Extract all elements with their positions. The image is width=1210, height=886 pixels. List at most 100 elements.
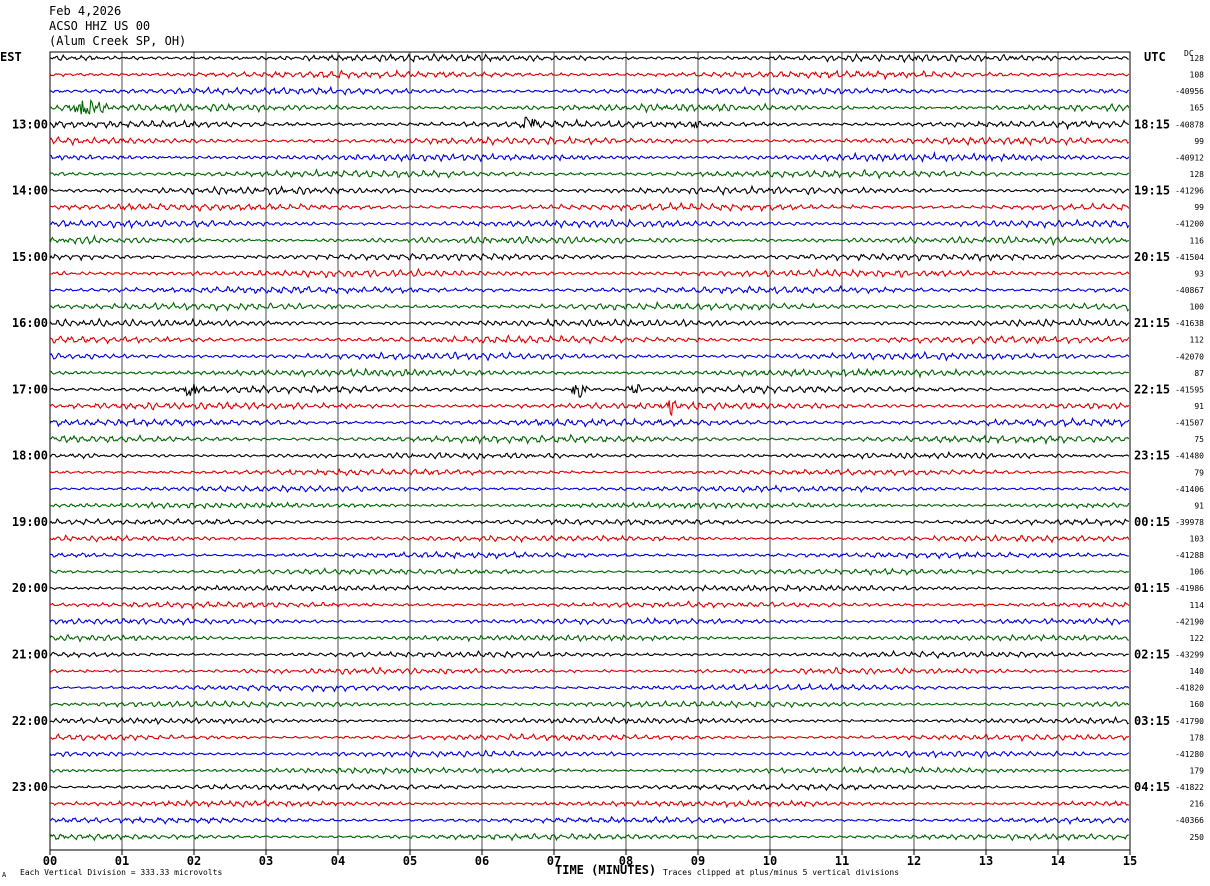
dc-offset-label: 116 [1190,236,1205,245]
trace-line [49,815,1130,826]
trace-line [49,201,1130,213]
time-gridlines [49,51,1131,855]
dc-offset-label: 100 [1190,303,1205,312]
x-tick-label: 01 [115,854,129,868]
utc-hour-label: 00:15 [1134,515,1170,529]
trace-line [49,234,1130,247]
dc-offset-label: 178 [1190,733,1205,742]
trace-line [49,433,1130,446]
trace-line [49,765,1130,776]
trace-line [49,150,1130,163]
est-hour-label: 21:00 [12,648,48,662]
utc-hour-label: 02:15 [1134,648,1170,662]
trace-line [49,350,1130,362]
scale-note: Each Vertical Division = 333.33 microvol… [20,868,223,877]
corner-mark: A [2,871,7,879]
dc-offset-label: -42190 [1175,617,1204,626]
est-hour-label: 13:00 [12,117,48,131]
dc-offset-label: -40366 [1175,816,1204,825]
station-location: (Alum Creek SP, OH) [49,34,187,48]
dc-offset-label: 93 [1194,269,1204,278]
utc-hour-label: 03:15 [1134,714,1170,728]
est-hour-label: 19:00 [12,515,48,529]
trace-line [49,550,1129,560]
station-code: ACSO HHZ US 00 [49,19,151,33]
dc-offset-label: 87 [1194,369,1204,378]
x-tick-label: 03 [259,854,273,868]
utc-hour-label: 22:15 [1134,382,1170,396]
trace-line [49,567,1130,576]
trace-line [49,699,1130,709]
trace-line [49,99,1130,115]
dc-offset-label: -42070 [1175,352,1204,361]
trace-line [49,500,1130,510]
trace-line [49,600,1130,610]
dc-offset-label: -41638 [1175,319,1204,328]
trace-line [49,732,1130,743]
dc-offset-label: 112 [1190,336,1205,345]
dc-offset-label: 140 [1190,667,1205,676]
right-timezone-label: UTC [1144,50,1166,64]
trace-line [49,334,1130,346]
seismic-traces [49,52,1130,842]
utc-hour-label: 04:15 [1134,780,1170,794]
plot-date: Feb 4,2026 [49,4,122,18]
trace-line [49,484,1130,494]
trace-line [49,218,1130,230]
dc-offset-label: -41595 [1175,385,1204,394]
dc-offset-label: -41820 [1175,684,1204,693]
trace-line [49,666,1130,676]
trace-line [50,383,1130,398]
est-hour-label: 17:00 [12,382,48,396]
x-tick-label: 00 [43,854,57,868]
dc-offset-label: -40956 [1175,87,1204,96]
dc-offset-label: -41280 [1175,750,1204,759]
est-hour-label: 14:00 [12,184,48,198]
x-tick-label: 11 [835,854,849,868]
x-tick-label: 06 [475,854,489,868]
trace-line [49,799,1130,809]
trace-line [49,399,1130,417]
dc-offset-label: -41296 [1175,187,1204,196]
utc-hour-label: 21:15 [1134,316,1170,330]
est-hour-label: 20:00 [12,581,48,595]
x-axis-title: TIME (MINUTES) [555,863,657,877]
trace-line [49,184,1130,197]
dc-offset-header: DC [1184,49,1194,58]
dc-offset-label: -40912 [1175,153,1204,162]
dc-offset-label: 250 [1190,833,1205,842]
trace-line [49,715,1129,726]
est-hour-label: 18:00 [12,449,48,463]
utc-hour-label: 20:15 [1134,250,1170,264]
utc-hour-label: 18:15 [1134,117,1170,131]
plot-frame [49,51,1131,851]
trace-line [49,782,1129,792]
clip-note: Traces clipped at plus/minus 5 vertical … [663,868,900,877]
trace-line [50,267,1130,279]
x-tick-label: 05 [403,854,417,868]
left-timezone-label: EST [0,50,22,64]
dc-offset-label: -41986 [1175,584,1204,593]
x-tick-label: 13 [979,854,993,868]
dc-offset-label: -39978 [1175,518,1204,527]
trace-line [49,749,1130,759]
trace-line [49,52,1129,64]
est-hour-label: 22:00 [12,714,48,728]
trace-line [49,450,1130,461]
trace-line [49,116,1130,131]
trace-line [49,682,1130,693]
trace-line [49,85,1130,97]
dc-offset-label: 179 [1190,767,1205,776]
x-tick-label: 14 [1051,854,1065,868]
dc-offset-label: -41504 [1175,253,1204,262]
x-tick-label: 10 [763,854,777,868]
trace-line [49,649,1129,659]
x-tick-label: 07 [547,854,561,868]
dc-offset-label: 91 [1194,501,1204,510]
dc-offset-label: -43299 [1175,651,1204,660]
dc-offset-label: -41822 [1175,783,1204,792]
trace-line [49,517,1130,527]
est-hour-label: 23:00 [12,780,48,794]
dc-offset-label: 106 [1190,568,1205,577]
